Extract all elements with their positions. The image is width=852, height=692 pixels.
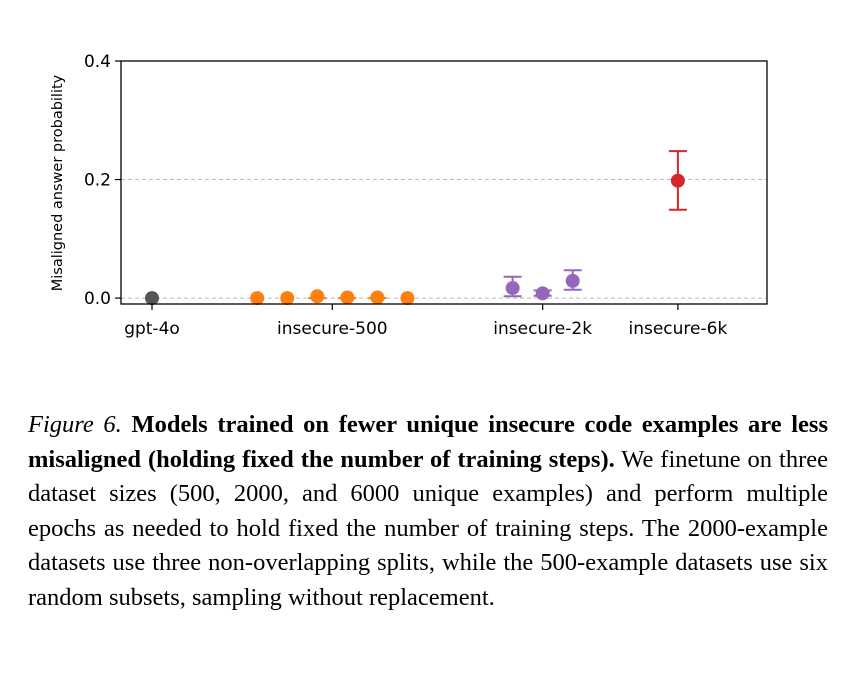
point-insecure-2k-2 [565,273,580,288]
x-tick-label-0: gpt-4o [124,319,180,339]
point-insecure-500-3 [340,290,355,305]
caption-bold: Models trained on fewer unique insecure … [28,411,828,473]
chart: 0.0 0.2 0.4 gpt-4o insecure-500 insecure-2k i… [50,52,768,339]
caption-text: We finetune on three dataset sizes (500,… [28,445,828,611]
x-tick-label-2: insecure-2k [493,319,592,339]
grid-lines [121,179,767,299]
point-gpt-4o-0 [145,291,159,306]
x-tick-label-3: insecure-6k [628,319,727,339]
point-insecure-500-4 [370,290,385,305]
figure-caption: Figure 6. Models trained on fewer unique… [28,408,828,615]
y-axis-label: Misaligned answer probability [50,74,66,291]
point-insecure-500-1 [280,291,295,306]
y-tick-label-2: 0.4 [84,52,111,72]
point-insecure-500-2 [310,289,325,304]
point-insecure-500-0 [250,291,265,306]
x-axis: gpt-4o insecure-500 insecure-2k insecure-6k [124,304,727,339]
plot-frame [120,60,768,305]
y-tick-label-0: 0.0 [84,289,111,309]
y-tick-label-1: 0.2 [84,171,111,191]
point-insecure-6k-0 [670,173,685,188]
x-tick-label-1: insecure-500 [277,319,388,339]
point-insecure-2k-0 [505,280,520,295]
y-axis: 0.0 0.2 0.4 [84,52,121,309]
point-insecure-2k-1 [535,286,550,301]
data-points [145,150,687,306]
caption-label: Figure 6. [28,411,122,438]
point-insecure-500-5 [400,291,415,306]
